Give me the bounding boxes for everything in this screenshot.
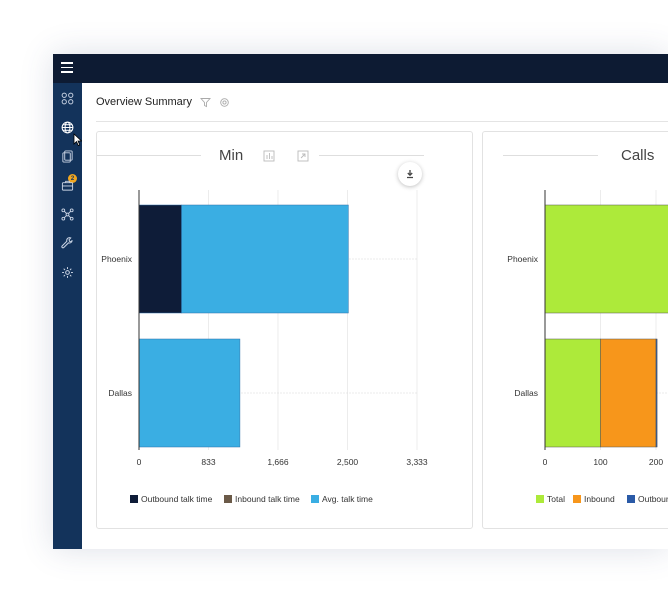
x-tick-label: 833 — [201, 457, 215, 467]
legend-label: Outbound talk time — [141, 494, 213, 504]
reports-icon[interactable] — [60, 149, 74, 163]
bar-segment — [655, 338, 658, 448]
app-window: 2 Overview Summary Min — [53, 54, 668, 549]
chart-title: Min — [219, 147, 244, 164]
y-tick-label: Phoenix — [507, 254, 538, 264]
legend-label: Avg. talk time — [322, 494, 373, 504]
legend-label: Total — [547, 494, 565, 504]
legend-swatch — [311, 495, 319, 503]
briefcase-icon[interactable] — [60, 178, 74, 192]
title-divider — [96, 121, 668, 122]
chart-title: Calls — [621, 147, 655, 164]
top-bar — [53, 54, 668, 83]
header-divider — [319, 155, 424, 156]
x-tick-label: 2,500 — [337, 457, 359, 467]
x-tick-label: 0 — [137, 457, 142, 467]
calls-chart: 0 100 200 Phoenix Dallas Total Inbound Outboun — [507, 190, 668, 504]
mouse-cursor-icon — [73, 133, 83, 147]
filter-icon[interactable] — [199, 97, 211, 108]
settings-icon[interactable] — [219, 97, 230, 108]
wrench-icon[interactable] — [60, 236, 74, 250]
legend-label: Outboun — [638, 494, 668, 504]
download-icon — [407, 170, 413, 179]
y-tick-label: Phoenix — [101, 254, 132, 264]
expand-icon[interactable] — [297, 150, 309, 162]
legend-label: Inbound talk time — [235, 494, 300, 504]
notification-badge: 2 — [68, 174, 77, 183]
bar-segment — [181, 204, 349, 314]
x-tick-label: 100 — [593, 457, 607, 467]
download-button[interactable] — [398, 162, 422, 186]
bar-segment — [600, 338, 657, 448]
bar-segment — [544, 338, 601, 448]
header-divider — [503, 155, 598, 156]
bar-segment — [138, 338, 241, 448]
calls-chart-panel: Calls 0 100 200 Phoenix Dallas Total Inbound Ou… — [482, 131, 668, 529]
legend-swatch — [573, 495, 581, 503]
bar-segment — [544, 204, 668, 314]
globe-icon[interactable] — [60, 120, 74, 134]
y-tick-label: Dallas — [514, 388, 538, 398]
x-tick-label: 3,333 — [406, 457, 428, 467]
main-content: Overview Summary Min 0 833 1,666 2,500 3,333… — [82, 83, 668, 549]
x-tick-label: 200 — [649, 457, 663, 467]
chart-type-icon[interactable] — [263, 150, 275, 162]
legend-label: Inbound — [584, 494, 615, 504]
y-tick-label: Dallas — [108, 388, 132, 398]
x-tick-label: 1,666 — [267, 457, 289, 467]
legend-swatch — [224, 495, 232, 503]
legend-swatch — [627, 495, 635, 503]
sidebar: 2 — [53, 83, 82, 549]
gear-icon[interactable] — [60, 265, 74, 279]
legend-swatch — [536, 495, 544, 503]
bar-segment — [138, 204, 182, 314]
header-divider — [97, 155, 201, 156]
network-icon[interactable] — [60, 207, 74, 221]
legend-swatch — [130, 495, 138, 503]
min-chart-panel: Min 0 833 1,666 2,500 3,333 Phoenix Dallas Outb… — [96, 131, 473, 529]
apps-icon[interactable] — [60, 91, 74, 105]
menu-icon[interactable] — [61, 62, 73, 74]
min-chart: 0 833 1,666 2,500 3,333 Phoenix Dallas Outbound… — [101, 190, 428, 504]
x-tick-label: 0 — [543, 457, 548, 467]
page-title: Overview Summary — [96, 96, 192, 108]
